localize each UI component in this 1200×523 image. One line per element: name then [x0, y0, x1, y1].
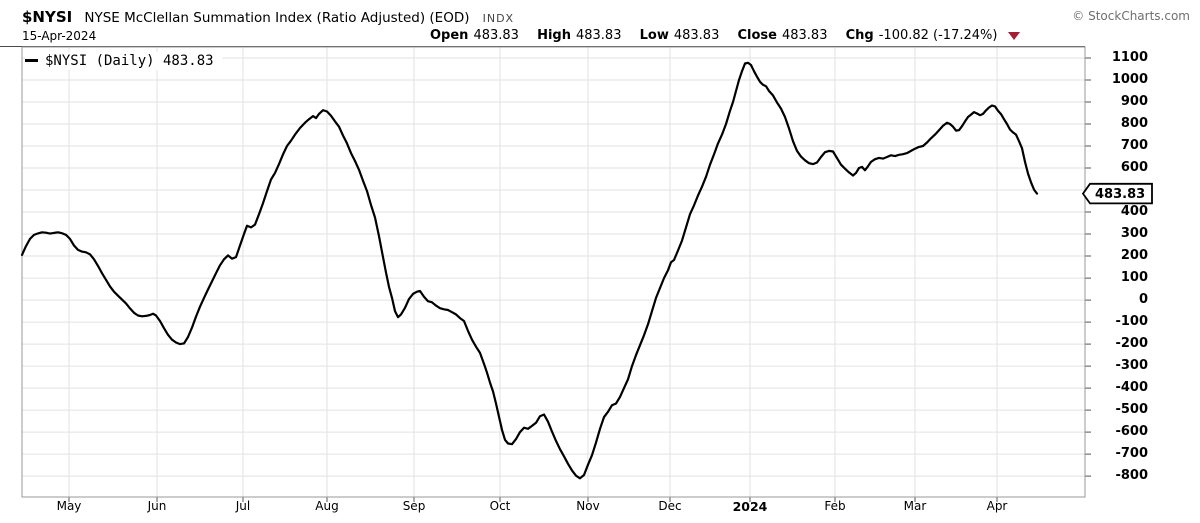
x-axis-label: Apr — [986, 499, 1008, 513]
change-label: Chg — [845, 28, 874, 43]
x-axis-label: Jun — [147, 499, 167, 513]
open-value: 483.83 — [473, 28, 519, 43]
y-axis-label: 100 — [1120, 270, 1148, 285]
x-axis-label: Mar — [903, 499, 927, 513]
down-triangle-icon — [1007, 31, 1020, 40]
x-axis-label: Jul — [235, 499, 251, 513]
x-axis-label: Nov — [576, 499, 600, 513]
current-value-label: 483.83 — [1095, 187, 1145, 202]
x-axis-label: Feb — [824, 499, 846, 513]
y-axis-label: -800 — [1115, 468, 1148, 483]
x-axis-label: May — [56, 499, 82, 513]
y-axis-label: 900 — [1120, 94, 1148, 109]
y-axis-label: -300 — [1115, 358, 1148, 373]
low-label: Low — [639, 28, 669, 43]
x-axis-label: Dec — [658, 499, 682, 513]
y-axis-label: 1100 — [1111, 50, 1148, 65]
close-label: Close — [737, 28, 777, 43]
high-value: 483.83 — [575, 28, 622, 43]
y-axis-label: -700 — [1115, 446, 1148, 461]
series-legend: $NYSI (Daily) 483.83 — [25, 52, 222, 70]
y-axis-label: -100 — [1115, 314, 1148, 329]
x-axis-label: Aug — [315, 499, 339, 513]
header: $NYSI NYSE McClellan Summation Index (Ra… — [22, 7, 514, 26]
legend-label: $NYSI (Daily) 483.83 — [45, 53, 214, 69]
chart-title: NYSE McClellan Summation Index (Ratio Ad… — [84, 10, 470, 26]
low-value: 483.83 — [673, 28, 720, 43]
plot-border — [21, 46, 1086, 498]
copyright-credit: © StockCharts.com — [1072, 9, 1190, 23]
high-label: High — [537, 28, 571, 43]
y-axis-label: 300 — [1120, 226, 1148, 241]
price-line — [20, 61, 1039, 480]
exchange-label: INDX — [482, 12, 515, 25]
chart-date: 15-Apr-2024 — [22, 29, 97, 43]
change-value: -100.82 (-17.24%) — [878, 28, 998, 43]
ohlc-quote-row: Open 483.83 High 483.83 Low 483.83 Close 483… — [430, 28, 1020, 43]
line-swatch-icon — [25, 58, 38, 62]
y-axis-label: -500 — [1115, 402, 1148, 417]
y-axis-label: -400 — [1115, 380, 1148, 395]
y-axis-label: 400 — [1120, 204, 1148, 219]
y-axis-label: 700 — [1120, 138, 1148, 153]
y-axis-label: 1000 — [1111, 72, 1148, 87]
current-value-pointer — [1081, 182, 1153, 205]
y-axis-label: -600 — [1115, 424, 1148, 439]
y-axis-label: -200 — [1115, 336, 1148, 351]
y-axis-label: 200 — [1120, 248, 1148, 263]
close-value: 483.83 — [781, 28, 828, 43]
y-axis-label: 0 — [1138, 292, 1148, 307]
y-axis-label: 800 — [1120, 116, 1148, 131]
x-axis-label: Oct — [489, 499, 511, 513]
symbol: $NYSI — [22, 8, 73, 26]
x-axis-label: 2024 — [732, 499, 768, 514]
open-label: Open — [430, 28, 469, 43]
x-axis-label: Sep — [402, 499, 426, 513]
y-axis-label: 600 — [1120, 160, 1148, 175]
